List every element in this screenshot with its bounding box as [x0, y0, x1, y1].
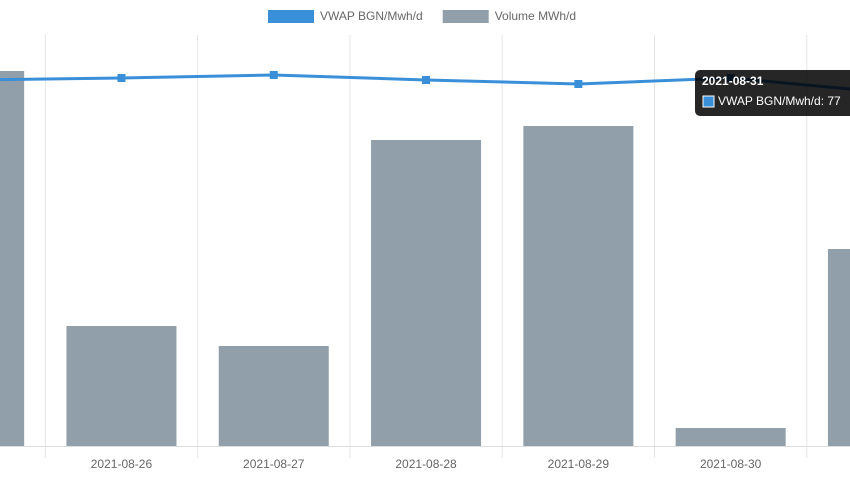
x-tick-label: 2021-08-30 [700, 457, 762, 471]
legend-swatch [442, 10, 489, 23]
legend-swatch [268, 10, 314, 23]
x-tick-label: 2021-08-26 [91, 457, 153, 471]
tooltip-box [695, 70, 850, 116]
bar [66, 326, 177, 446]
tooltip-label: VWAP BGN/Mwh/d: 77 [718, 94, 841, 108]
bar [827, 249, 850, 446]
line-point [117, 74, 126, 82]
bar [675, 428, 786, 446]
x-tick-label: 2021-08-29 [548, 457, 610, 471]
line-point [269, 71, 278, 79]
tooltip: 2021-08-31 VWAP BGN/Mwh/d: 77 [695, 70, 850, 116]
x-tick-label: 2021-08-27 [243, 457, 305, 471]
bar [0, 71, 25, 446]
bar [371, 140, 482, 446]
bar [218, 346, 329, 446]
bar [523, 126, 634, 446]
tooltip-title: 2021-08-31 [702, 74, 764, 88]
x-tick-label: 2021-08-28 [395, 457, 457, 471]
legend-label: Volume MWh/d [495, 9, 576, 23]
line-point [422, 76, 431, 84]
legend-label: VWAP BGN/Mwh/d [320, 9, 423, 23]
line-point [574, 80, 583, 88]
tooltip-swatch [702, 95, 715, 108]
